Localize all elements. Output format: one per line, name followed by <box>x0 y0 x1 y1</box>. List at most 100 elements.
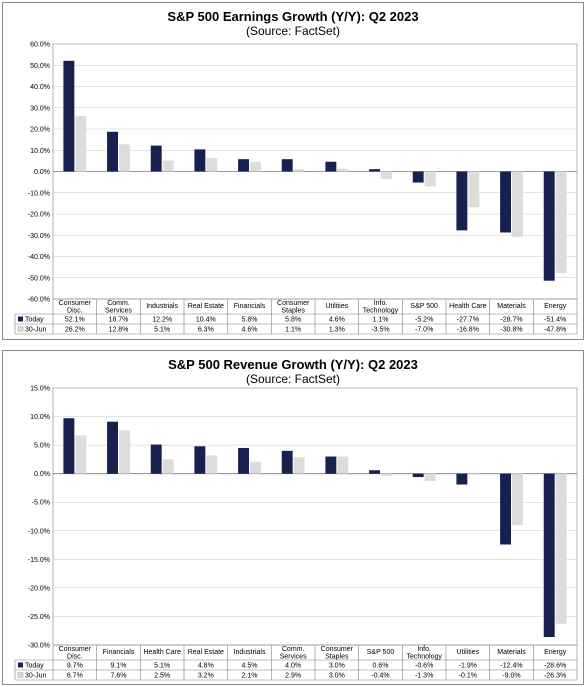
earnings-bar-today <box>543 171 555 281</box>
earnings-data-label: 26.2% <box>65 327 85 334</box>
revenue-legend-label-today: Today <box>25 663 44 670</box>
revenue-bar-today <box>238 447 249 474</box>
earnings-category-label: Materials <box>497 303 526 310</box>
earnings-category-label: Energy <box>544 303 567 310</box>
revenue-y-tick-label: 0.0% <box>34 471 50 478</box>
earnings-y-tick-label: -20.0% <box>28 212 50 219</box>
earnings-bar-today <box>194 149 206 172</box>
revenue-y-tick-label: -5.0% <box>32 500 50 507</box>
earnings-bar-30jun <box>381 171 392 179</box>
earnings-chart-svg: -60.0% -50.0% -40.0% -30.0% -20.0% -10.0% 0.0%… <box>14 42 578 335</box>
earnings-data-label: 6.3% <box>198 327 214 334</box>
revenue-data-label: 5.1% <box>154 663 170 670</box>
revenue-category-label: Industrials <box>234 649 266 656</box>
earnings-data-label: -16.8% <box>457 327 479 334</box>
earnings-category-label: Real Estate <box>188 303 224 310</box>
earnings-data-label: -28.7% <box>500 317 522 324</box>
revenue-data-label: 2.1% <box>242 673 258 680</box>
revenue-y-tick-label: 10.0% <box>30 414 50 421</box>
revenue-category-label: Energy <box>544 649 567 656</box>
earnings-data-label: 4.6% <box>242 327 258 334</box>
earnings-data-label: 5.8% <box>285 317 301 324</box>
earnings-bar-30jun <box>162 160 174 172</box>
revenue-chart-subtitle: (Source: FactSet) <box>245 372 341 386</box>
earnings-y-tick-label: -60.0% <box>28 297 50 304</box>
revenue-data-label: -0.1% <box>459 673 477 680</box>
earnings-data-label: -27.7% <box>457 317 479 324</box>
revenue-bar-30jun <box>555 473 567 624</box>
earnings-y-tick-label: -50.0% <box>28 275 50 282</box>
revenue-bar-30jun <box>162 459 174 474</box>
revenue-y-tick-label: -15.0% <box>28 557 50 564</box>
revenue-chart-title: S&P 500 Revenue Growth (Y/Y): Q2 2023 <box>168 357 418 372</box>
revenue-category-label: Real Estate <box>188 649 224 656</box>
earnings-bar-today <box>500 171 511 233</box>
revenue-category-label: Financials <box>103 649 135 656</box>
revenue-chart-svg: -30.0% -25.0% -20.0% -15.0% -10.0% -5.0% 0.0% 5… <box>14 386 578 681</box>
revenue-category-label: Health Care <box>143 649 180 656</box>
revenue-data-label: -0.6% <box>415 663 433 670</box>
earnings-data-label: 10.4% <box>196 317 216 324</box>
revenue-data-label: 9.1% <box>111 663 127 670</box>
earnings-data-label: -30.8% <box>500 327 522 334</box>
earnings-data-label: 12.8% <box>109 327 129 334</box>
revenue-bar-today <box>456 473 468 485</box>
revenue-plot-area <box>52 387 578 646</box>
earnings-bar-today <box>150 145 162 172</box>
revenue-y-tick-label: -10.0% <box>28 528 50 535</box>
revenue-data-label: -28.6% <box>544 663 566 670</box>
earnings-data-label: -5.2% <box>415 317 433 324</box>
revenue-data-label: 3.2% <box>198 673 214 680</box>
revenue-category-label: Consumer Staples <box>321 646 354 661</box>
revenue-legend-swatch-30jun <box>17 672 24 678</box>
revenue-bar-30jun <box>119 430 130 474</box>
earnings-chart-panel: S&P 500 Earnings Growth (Y/Y): Q2 2023 (… <box>2 2 584 340</box>
earnings-data-label: -3.5% <box>371 327 389 334</box>
revenue-data-label: -12.4% <box>500 663 522 670</box>
earnings-bar-today <box>107 131 118 172</box>
earnings-bar-today <box>369 169 380 172</box>
earnings-y-tick-label: 30.0% <box>30 105 50 112</box>
earnings-bar-30jun <box>119 144 130 172</box>
earnings-data-label: -51.4% <box>544 317 566 324</box>
revenue-bar-today <box>325 456 337 474</box>
earnings-data-label: 1.1% <box>373 317 389 324</box>
earnings-y-tick-label: 20.0% <box>30 127 50 134</box>
revenue-data-label: 3.0% <box>329 673 345 680</box>
revenue-bar-today <box>412 473 424 478</box>
earnings-y-tick-label: 50.0% <box>30 63 50 70</box>
revenue-bar-today <box>150 444 162 474</box>
earnings-y-tick-label: -10.0% <box>28 190 50 197</box>
revenue-data-label: 9.7% <box>67 663 83 670</box>
revenue-data-label: 3.0% <box>329 663 345 670</box>
earnings-data-label: 1.3% <box>329 327 345 334</box>
revenue-data-label: -0.4% <box>371 673 389 680</box>
revenue-data-label: 2.5% <box>154 673 170 680</box>
earnings-bar-30jun <box>337 168 349 172</box>
revenue-legend-swatch-today <box>18 662 23 668</box>
earnings-bar-today <box>63 60 75 172</box>
earnings-bar-30jun <box>293 169 305 172</box>
earnings-chart-subtitle: (Source: FactSet) <box>245 24 341 38</box>
revenue-data-label: -1.3% <box>415 673 433 680</box>
earnings-bar-30jun <box>468 171 480 208</box>
revenue-bar-30jun <box>381 473 392 476</box>
earnings-bar-today <box>325 161 337 172</box>
earnings-category-label: Info. Technology <box>363 300 399 315</box>
revenue-data-label: 4.8% <box>198 663 214 670</box>
revenue-category-label: Materials <box>497 649 526 656</box>
revenue-bar-today <box>107 421 118 474</box>
earnings-category-label: Industrials <box>146 303 178 310</box>
revenue-bar-today <box>543 473 555 638</box>
earnings-category-label: Comm. Services <box>105 300 132 315</box>
revenue-data-label: -26.3% <box>544 673 566 680</box>
earnings-bar-30jun <box>250 161 261 172</box>
earnings-bar-today <box>238 159 249 172</box>
revenue-bar-today <box>63 418 75 474</box>
earnings-bar-today <box>281 159 293 172</box>
revenue-data-label: 2.9% <box>285 673 301 680</box>
revenue-bar-30jun <box>512 473 523 526</box>
revenue-category-label: Info. Technology <box>406 646 442 661</box>
earnings-legend-swatch-today <box>18 316 23 322</box>
earnings-bar-30jun <box>424 171 436 187</box>
